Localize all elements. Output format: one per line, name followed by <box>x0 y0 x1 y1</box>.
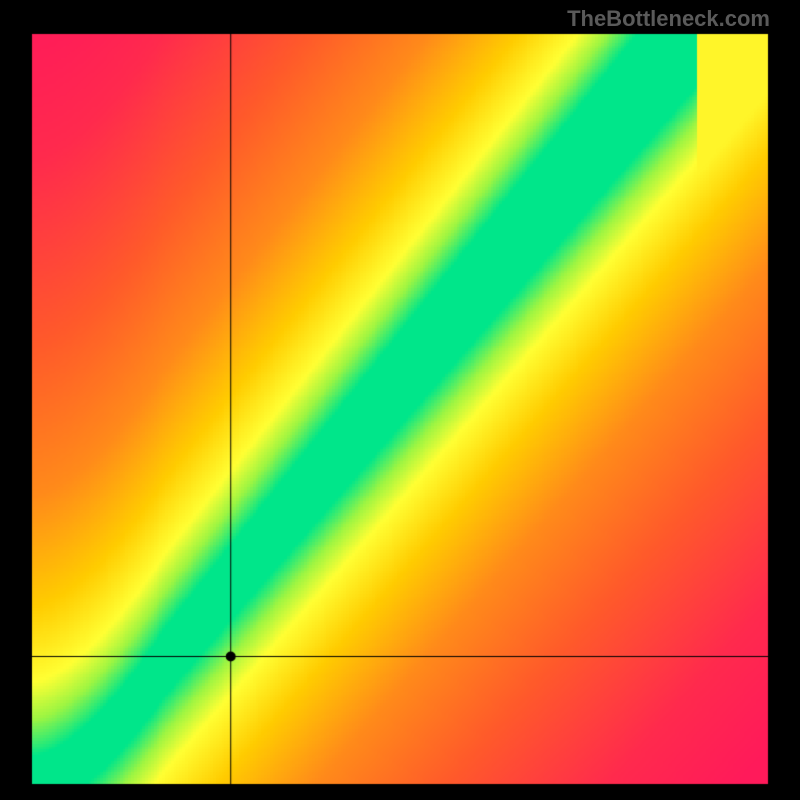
bottleneck-heatmap <box>0 0 800 800</box>
watermark-text: TheBottleneck.com <box>567 6 770 32</box>
chart-container: TheBottleneck.com <box>0 0 800 800</box>
